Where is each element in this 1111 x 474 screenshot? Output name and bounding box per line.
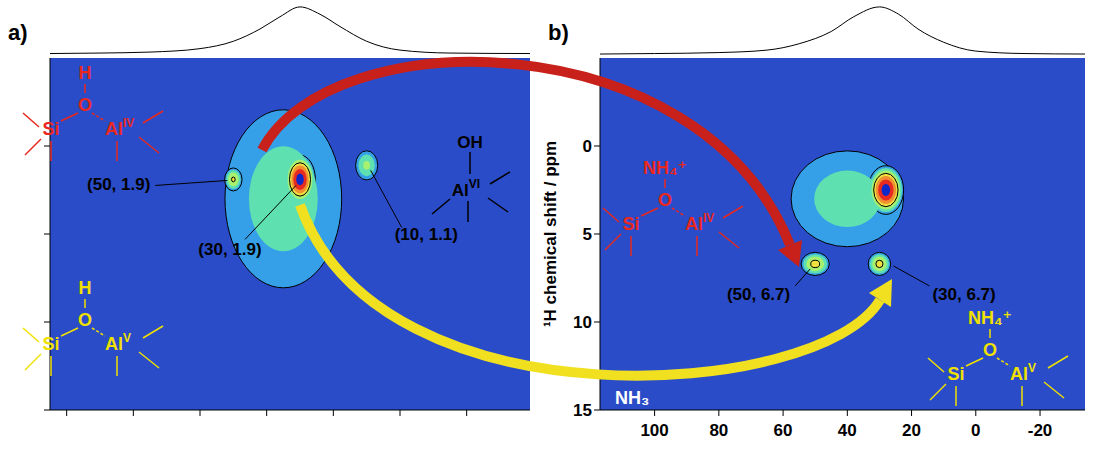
svg-text:60: 60 — [774, 421, 793, 440]
svg-text:¹H chemical shift / ppm: ¹H chemical shift / ppm — [541, 141, 560, 327]
svg-text:100: 100 — [640, 421, 668, 440]
svg-text:NH₄⁺: NH₄⁺ — [968, 308, 1012, 328]
svg-text:5: 5 — [583, 225, 592, 244]
svg-text:AlV: AlV — [1010, 361, 1036, 384]
svg-text:Si: Si — [947, 364, 964, 384]
svg-text:O: O — [983, 340, 997, 360]
svg-text:H: H — [79, 63, 92, 83]
svg-text:0: 0 — [583, 137, 592, 156]
svg-text:OH: OH — [457, 133, 483, 152]
svg-text:O: O — [78, 310, 92, 330]
svg-text:(30, 6.7): (30, 6.7) — [932, 285, 995, 304]
svg-text:AlVI: AlVI — [452, 177, 480, 200]
svg-text:Si: Si — [42, 334, 59, 354]
svg-text:b): b) — [548, 20, 569, 45]
svg-text:(30, 1.9): (30, 1.9) — [198, 240, 261, 259]
svg-text:(50, 6.7): (50, 6.7) — [727, 285, 790, 304]
svg-text:H: H — [79, 278, 92, 298]
svg-text:AlIV: AlIV — [105, 116, 134, 139]
svg-text:10: 10 — [573, 313, 592, 332]
svg-text:AlV: AlV — [105, 331, 131, 354]
svg-text:Si: Si — [42, 119, 59, 139]
svg-text:a): a) — [8, 20, 28, 45]
svg-text:0: 0 — [971, 421, 980, 440]
svg-text:AlIV: AlIV — [685, 211, 714, 234]
svg-text:NH₃: NH₃ — [615, 388, 649, 408]
svg-text:20: 20 — [902, 421, 921, 440]
svg-text:NH₄⁺: NH₄⁺ — [643, 158, 687, 178]
svg-text:-20: -20 — [1028, 421, 1053, 440]
svg-text:O: O — [658, 190, 672, 210]
svg-text:(10, 1.1): (10, 1.1) — [395, 225, 458, 244]
svg-text:Si: Si — [622, 214, 639, 234]
svg-text:80: 80 — [709, 421, 728, 440]
svg-text:O: O — [78, 95, 92, 115]
svg-text:15: 15 — [573, 401, 592, 420]
svg-text:(50, 1.9): (50, 1.9) — [87, 175, 150, 194]
svg-text:40: 40 — [838, 421, 857, 440]
